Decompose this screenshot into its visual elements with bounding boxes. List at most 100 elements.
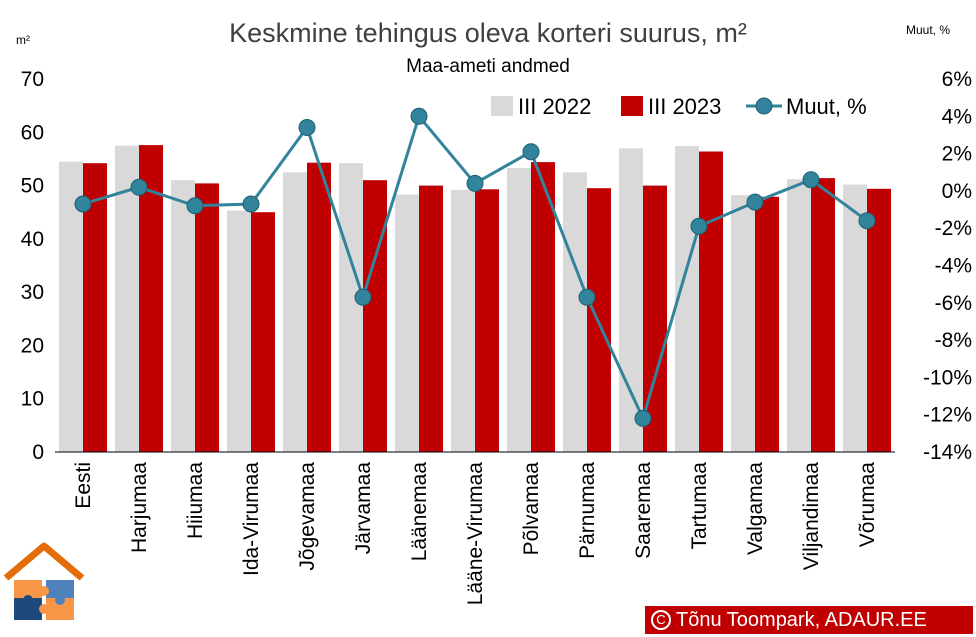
legend-label: Muut, % [786,94,867,119]
change-point-10 [578,288,596,306]
category-label: Eesti [72,462,95,509]
bar-2022-9 [507,168,531,452]
bars-layer [59,145,891,453]
left-tick-label: 20 [21,334,44,357]
legend-swatch [491,96,513,116]
left-tick-label: 0 [32,441,44,464]
category-label: Lääne-Virumaa [464,462,487,606]
bar-2022-7 [395,194,419,452]
change-point-3 [186,197,204,215]
left-tick-label: 60 [21,121,44,144]
right-axis-unit: Muut, % [906,23,950,37]
bar-2022-2 [115,145,139,452]
left-axis-ticks: 0 10 20 30 40 50 60 70 [21,68,44,464]
legend-swatch [621,96,643,116]
left-axis-unit: m² [16,33,30,47]
category-label: Valgamaa [744,462,767,555]
adaur-logo [2,540,86,624]
copyright-icon: C [651,610,671,630]
legend-label: III 2023 [648,94,721,119]
change-point-15 [858,212,876,230]
bar-2022-4 [227,210,251,452]
change-point-8 [466,174,484,192]
change-point-12 [690,217,708,235]
right-tick-label: -2% [935,217,972,240]
change-point-7 [410,107,428,125]
left-tick-label: 40 [21,228,44,251]
bar-2022-11 [619,148,643,453]
change-point-1 [74,195,92,213]
bar-2023-5 [307,162,331,452]
right-tick-label: 6% [942,68,972,91]
bar-2022-5 [283,172,307,453]
bar-2022-6 [339,163,363,452]
right-tick-label: 4% [942,105,972,128]
category-label: Hiiumaa [184,462,207,539]
bar-2023-8 [475,189,499,453]
bar-2023-12 [699,151,723,452]
category-label: Ida-Virumaa [240,462,263,576]
right-tick-label: -4% [935,255,972,278]
change-point-5 [298,119,316,136]
category-label: Järvamaa [352,462,375,555]
bar-2022-10 [563,172,587,453]
bar-2022-8 [451,189,475,453]
legend-marker [755,97,773,115]
bar-2023-4 [251,212,275,452]
bar-2023-3 [195,183,219,452]
right-tick-label: 2% [942,143,972,166]
category-label: Põlvamaa [520,462,543,556]
left-tick-label: 50 [21,175,44,198]
bar-2023-6 [363,180,387,452]
right-axis-ticks: -14% -12% -10% -8% -6% -4% -2% 0% 2% 4% 6% [923,68,972,464]
bar-2023-2 [139,145,163,452]
bar-2022-3 [171,180,195,452]
credit-badge: C Tõnu Toompark, ADAUR.EE [645,606,973,634]
category-label: Läänemaa [408,462,431,562]
change-point-14 [802,171,820,189]
right-tick-label: 0% [942,180,972,203]
credit-text: Tõnu Toompark, ADAUR.EE [676,609,927,631]
bar-2022-14 [787,179,811,452]
puzzle-piece-icon [46,580,74,602]
category-labels: Eesti Harjumaa Hiiumaa Ida-Virumaa Jõgevamaa… [72,462,879,606]
change-point-4 [242,195,260,213]
roof-icon [3,542,85,581]
bar-2023-15 [867,188,891,453]
bar-2023-9 [531,162,555,452]
change-point-9 [522,143,540,161]
left-tick-label: 10 [21,388,44,411]
right-tick-label: -10% [923,366,972,389]
category-label: Viljandimaa [800,462,823,570]
bar-2022-13 [731,195,755,452]
category-label: Pärnumaa [576,462,599,559]
legend-label: III 2022 [518,94,591,119]
change-point-11 [634,409,652,427]
chart-subtitle: Maa-ameti andmed [406,56,570,77]
category-label: Võrumaa [856,462,879,548]
category-label: Saaremaa [632,462,655,559]
change-point-6 [354,288,372,306]
change-point-2 [130,178,148,196]
bar-2023-14 [811,178,835,452]
right-tick-label: -12% [923,404,972,427]
category-label: Harjumaa [128,462,151,553]
puzzle-piece-icon [14,598,42,620]
change-line-layer [74,107,876,427]
right-tick-label: -6% [935,292,972,315]
legend: III 2022 III 2023 Muut, % [491,94,867,119]
bar-2023-13 [755,196,779,452]
left-tick-label: 30 [21,281,44,304]
puzzle-piece-icon [14,580,42,602]
right-tick-label: -14% [923,441,972,464]
chart-title: Keskmine tehingus oleva korteri suurus, … [229,18,747,48]
category-label: Jõgevamaa [296,462,319,571]
left-tick-label: 70 [21,68,44,91]
category-label: Tartumaa [688,462,711,550]
right-tick-label: -8% [935,329,972,352]
puzzle-piece-icon [46,598,74,620]
bar-2022-15 [843,184,867,452]
bar-2023-7 [419,185,443,452]
change-point-13 [746,193,764,211]
